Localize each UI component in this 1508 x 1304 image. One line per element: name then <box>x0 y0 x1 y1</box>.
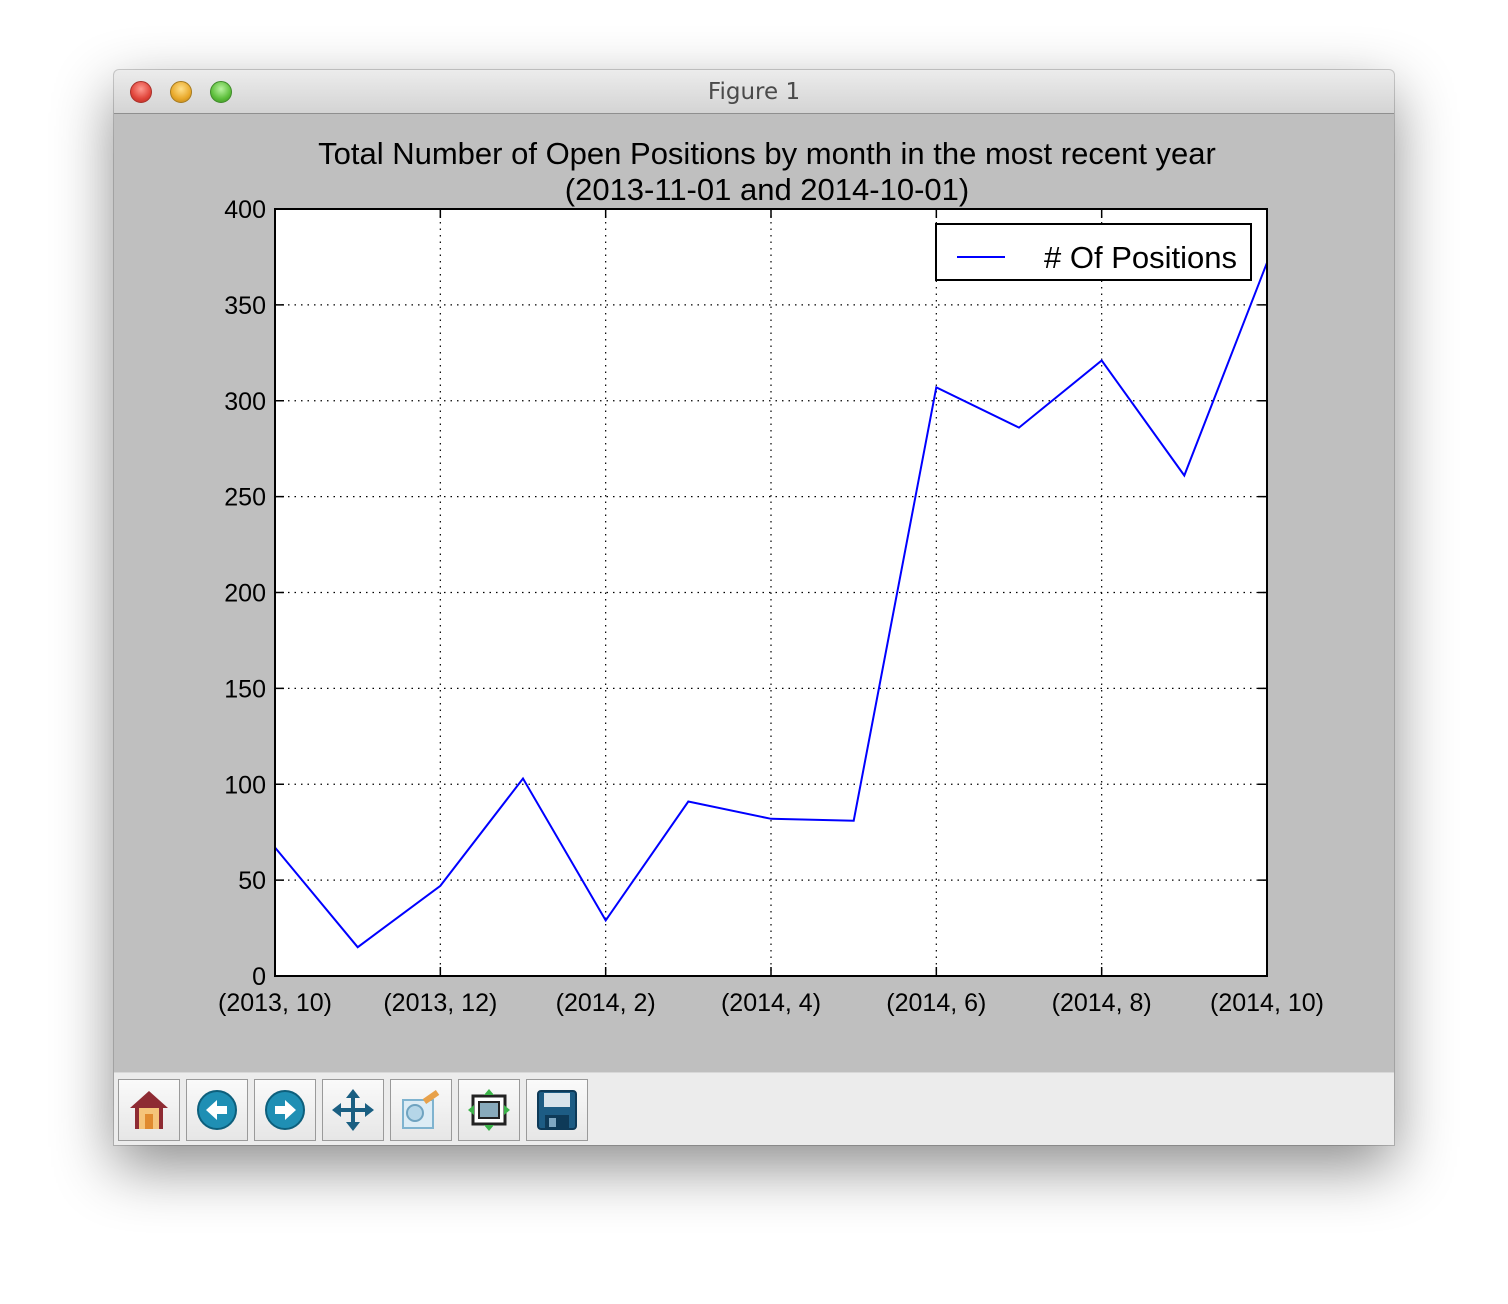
y-tick-label: 200 <box>224 580 266 608</box>
forward-button[interactable] <box>254 1079 316 1141</box>
back-arrow-icon <box>197 1090 237 1130</box>
zoom-window-button[interactable] <box>210 81 232 103</box>
minimize-window-button[interactable] <box>170 81 192 103</box>
home-button[interactable] <box>118 1079 180 1141</box>
floppy-disk-icon <box>537 1090 577 1130</box>
data-point <box>440 885 441 886</box>
y-tick-label: 150 <box>224 675 266 703</box>
y-tick-label: 400 <box>224 196 266 224</box>
x-tick-label: (2013, 10) <box>218 989 332 1017</box>
y-tick-label: 100 <box>224 771 266 799</box>
window-title: Figure 1 <box>707 79 801 105</box>
data-point <box>1019 427 1020 428</box>
figure-canvas[interactable]: Total Number of Open Positions by month … <box>114 114 1394 1072</box>
home-icon <box>130 1091 168 1129</box>
x-tick-label: (2013, 12) <box>383 989 497 1017</box>
x-tick-label: (2014, 8) <box>1052 989 1152 1017</box>
data-point <box>853 820 854 821</box>
data-point <box>1184 475 1185 476</box>
back-button[interactable] <box>186 1079 248 1141</box>
series-line <box>274 262 1268 949</box>
x-tick-labels: (2013, 10) (2013, 12) (2014, 2) (2014, 4) (2… <box>218 989 1324 1017</box>
figure-window: Figure 1 Total Number of Open Positions … <box>114 70 1394 1145</box>
navigation-toolbar <box>114 1072 1394 1145</box>
y-tick-label: 350 <box>224 292 266 320</box>
x-tick-label: (2014, 4) <box>721 989 821 1017</box>
line-chart: Total Number of Open Positions by month … <box>218 136 1324 1017</box>
move-arrows-icon <box>332 1089 374 1131</box>
pan-button[interactable] <box>322 1079 384 1141</box>
x-tick-label: (2014, 10) <box>1210 989 1324 1017</box>
subplots-config-icon <box>468 1089 510 1131</box>
plot-frame <box>274 208 1268 977</box>
y-tick-label: 250 <box>224 484 266 512</box>
x-tick-label: (2014, 2) <box>556 989 656 1017</box>
save-button[interactable] <box>526 1079 588 1141</box>
y-tick-labels: 0 50 100 150 200 250 300 350 400 <box>224 196 266 991</box>
legend: # Of Positions <box>935 223 1252 281</box>
title-bar[interactable]: Figure 1 <box>114 70 1394 114</box>
grid-lines <box>275 209 1267 976</box>
subplots-button[interactable] <box>458 1079 520 1141</box>
zoom-button[interactable] <box>390 1079 452 1141</box>
data-point <box>936 387 937 388</box>
y-tick-label: 300 <box>224 388 266 416</box>
zoom-rect-icon <box>402 1089 440 1129</box>
legend-box <box>935 223 1252 281</box>
x-tick-label: (2014, 6) <box>886 989 986 1017</box>
y-tick-label: 0 <box>252 963 266 991</box>
chart-title: Total Number of Open Positions by month … <box>318 136 1216 171</box>
legend-label: # Of Positions <box>1044 240 1237 275</box>
close-window-button[interactable] <box>130 81 152 103</box>
forward-arrow-icon <box>265 1090 305 1130</box>
y-tick-label: 50 <box>238 867 266 895</box>
data-point <box>688 801 689 802</box>
chart-subtitle: (2013-11-01 and 2014-10-01) <box>565 172 969 207</box>
data-point <box>605 920 606 921</box>
data-point <box>771 818 772 819</box>
series-layer <box>274 262 1268 949</box>
data-point <box>523 778 524 779</box>
data-point <box>357 947 358 948</box>
data-point <box>1101 360 1102 361</box>
